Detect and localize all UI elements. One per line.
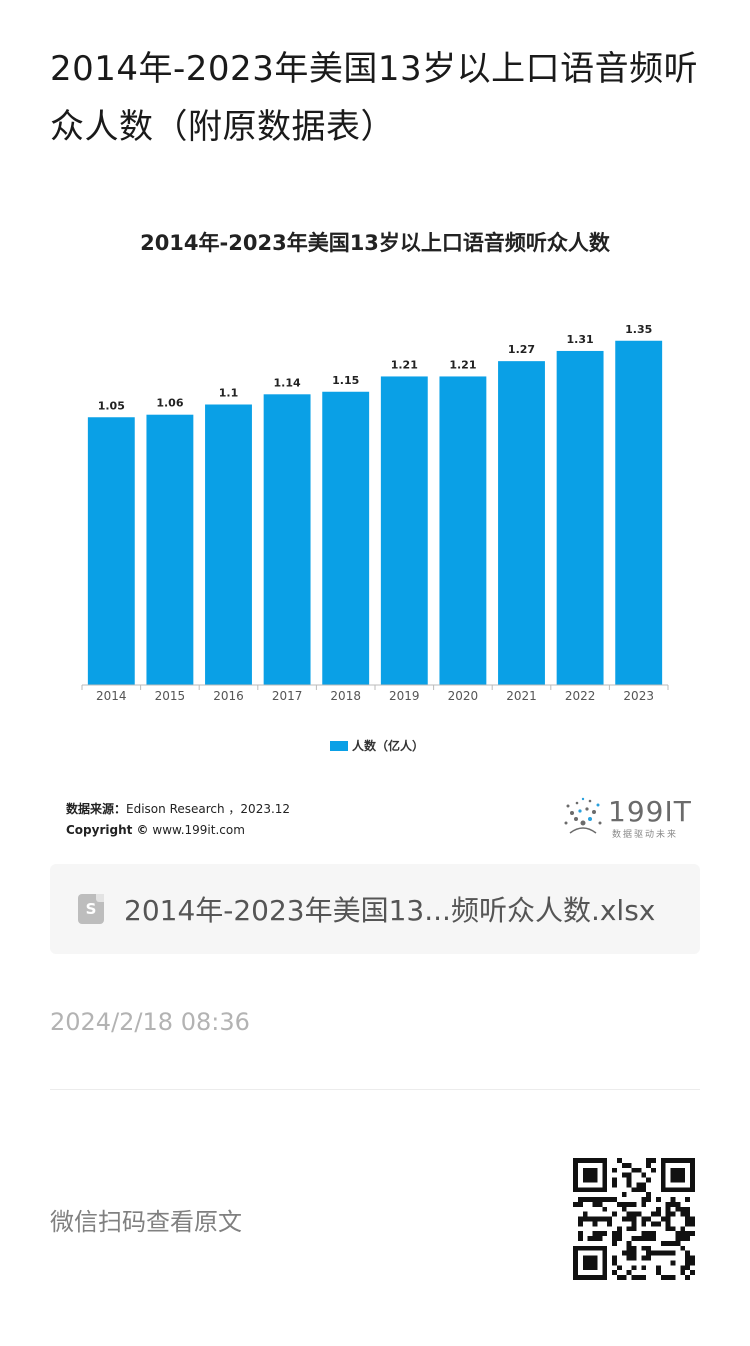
x-tick-label: 2017: [272, 689, 303, 703]
bar-data-label: 1.15: [332, 374, 359, 387]
chart-bar: [439, 376, 487, 685]
bar-data-label: 1.21: [449, 358, 476, 371]
copyright-value: www.199it.com: [152, 823, 245, 837]
x-tick-label: 2016: [213, 689, 244, 703]
brand-tagline: 数据驱动未来: [612, 830, 679, 840]
chart-image: 1.05 1.06 1.1 1.14 1.15 1.21 1.21 1.27 1.31 1.35 …: [50, 205, 700, 855]
bar-data-label: 1.35: [625, 323, 652, 336]
brand-logo: 199IT 数据驱动未来: [560, 793, 692, 840]
legend-label: 人数（亿人）: [352, 739, 425, 753]
x-tick-label: 2022: [565, 689, 596, 703]
x-tick-label: 2023: [623, 689, 654, 703]
spreadsheet-file-icon: S: [78, 894, 104, 924]
divider: [50, 1089, 700, 1090]
attachment-card[interactable]: S 2014年-2023年美国13...频听众人数.xlsx: [50, 864, 700, 954]
brand-name: 199IT: [608, 795, 692, 828]
x-tick-label: 2018: [330, 689, 361, 703]
chart-bar: [498, 361, 545, 685]
chart-bar: [87, 417, 135, 685]
scan-prompt: 微信扫码查看原文: [50, 1208, 242, 1236]
copyright-label: Copyright ©: [66, 823, 149, 837]
source-label: 数据来源：: [66, 802, 127, 816]
source-value: Edison Research ，2023.12: [126, 802, 291, 816]
bar-data-label: 1.31: [567, 333, 594, 346]
chart-bar: [146, 414, 194, 685]
chart-legend: 人数（亿人）: [330, 737, 424, 754]
chart-bar: [205, 404, 252, 685]
chart-bar: [263, 394, 311, 685]
brand-dots-icon: [564, 797, 602, 834]
post-timestamp: 2024/2/18 08:36: [50, 1008, 250, 1036]
bar-data-label: 1.14: [274, 376, 301, 389]
x-tick-label: 2015: [155, 689, 186, 703]
chart-bar: [380, 376, 428, 685]
x-tick-label: 2014: [96, 689, 127, 703]
bar-data-label: 1.06: [156, 397, 183, 410]
chart-bar: [322, 391, 370, 685]
chart-bar: [556, 350, 604, 685]
bar-data-label: 1.21: [391, 358, 418, 371]
x-tick-label: 2019: [389, 689, 420, 703]
chart-source: 数据来源：Edison Research ，2023.12 Copyright …: [66, 799, 290, 841]
bar-data-label: 1.27: [508, 343, 535, 356]
x-tick-label: 2020: [448, 689, 479, 703]
x-tick-label: 2021: [506, 689, 537, 703]
attachment-file-name: 2014年-2023年美国13...频听众人数.xlsx: [124, 894, 656, 927]
legend-swatch: [330, 740, 348, 751]
chart-title: 2014年-2023年美国13岁以上口语音频听众人数: [140, 231, 610, 255]
bar-data-label: 1.1: [219, 387, 239, 400]
bar-data-label: 1.05: [98, 399, 125, 412]
qr-code-icon[interactable]: [573, 1158, 695, 1280]
chart-bar: [615, 340, 663, 685]
bar-chart: 1.05 1.061.11.14 1.151.21 1.211.271.311.35 …: [81, 323, 669, 703]
article-title: 2014年-2023年美国13岁以上口语音频听众人数（附原数据表）: [50, 49, 699, 147]
